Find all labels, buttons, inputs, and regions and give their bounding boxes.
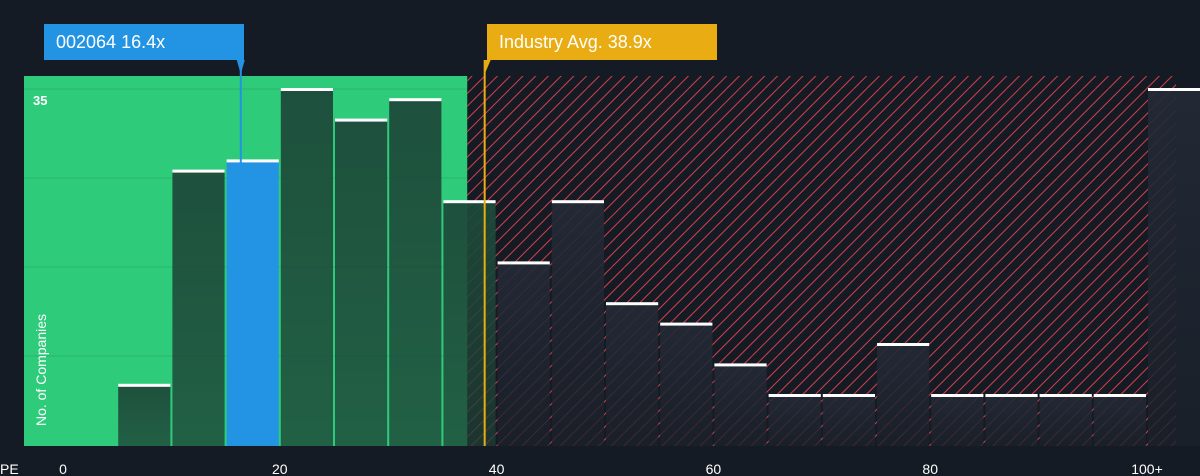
- histogram-bar-cap: [985, 394, 1038, 397]
- company-pe-callout: 002064 16.4x: [44, 24, 244, 60]
- histogram-bar-cap: [335, 118, 388, 122]
- histogram-bar-cap: [822, 394, 875, 397]
- histogram-bar: [226, 160, 279, 446]
- histogram-bar: [877, 344, 930, 446]
- histogram-bar-cap: [551, 200, 604, 204]
- histogram-bar: [280, 89, 333, 446]
- histogram-bar: [985, 395, 1038, 446]
- x-axis-label: PE: [0, 461, 19, 476]
- x-tick-label: 60: [706, 461, 722, 476]
- histogram-bar: [172, 170, 225, 446]
- histogram-bar: [118, 384, 171, 446]
- company-pe-pointer: [236, 60, 245, 74]
- x-tick-label: 100+: [1131, 461, 1163, 476]
- histogram-bar-cap: [280, 88, 333, 91]
- histogram-bar-cap: [1093, 394, 1146, 397]
- x-tick-label: 0: [59, 461, 67, 476]
- histogram-bar: [660, 323, 713, 446]
- histogram-bar-cap: [1148, 88, 1200, 91]
- histogram-bar-cap: [660, 322, 713, 326]
- histogram-bar-cap: [1039, 394, 1092, 397]
- histogram-bar: [1093, 395, 1146, 446]
- histogram-bar: [768, 395, 821, 446]
- histogram-bar-cap: [172, 169, 225, 173]
- histogram-bar: [822, 395, 875, 446]
- histogram-bar-cap: [443, 200, 496, 204]
- histogram-bar: [714, 364, 767, 446]
- histogram-bar: [931, 395, 984, 446]
- histogram-bar-cap: [877, 343, 930, 346]
- y-tick-label: 35: [33, 93, 47, 108]
- histogram-bar: [335, 119, 388, 446]
- histogram-bar: [443, 201, 496, 446]
- histogram-bar-cap: [389, 98, 442, 102]
- histogram-bar-cap: [931, 394, 984, 397]
- industry-avg-pointer: [484, 60, 491, 74]
- industry-avg-callout: Industry Avg. 38.9x: [487, 24, 717, 60]
- histogram-bar-cap: [714, 363, 767, 367]
- histogram-bar-cap: [497, 261, 550, 265]
- x-tick-label: 20: [272, 461, 288, 476]
- histogram-bar: [1148, 89, 1200, 446]
- histogram-bar-cap: [226, 159, 279, 163]
- histogram-bar-cap: [118, 383, 171, 387]
- histogram-bar-cap: [606, 302, 659, 306]
- x-tick-label: 80: [922, 461, 938, 476]
- histogram-bar: [1039, 395, 1092, 446]
- histogram-bar-cap: [768, 394, 821, 397]
- x-tick-label: 40: [489, 461, 505, 476]
- y-axis-label: No. of Companies: [33, 314, 49, 426]
- histogram-bar: [606, 303, 659, 446]
- histogram-bar: [389, 99, 442, 446]
- histogram-bar: [551, 201, 604, 446]
- histogram-bar: [497, 262, 550, 446]
